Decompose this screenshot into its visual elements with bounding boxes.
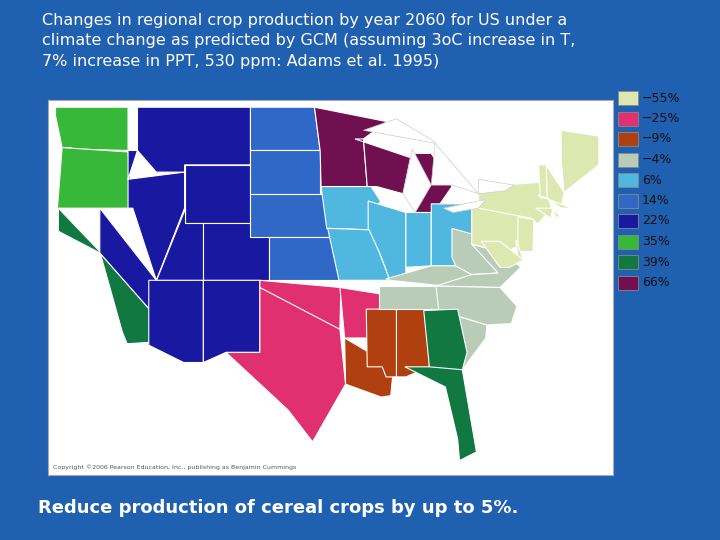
Polygon shape: [413, 153, 452, 213]
Polygon shape: [345, 338, 394, 397]
Text: 22%: 22%: [642, 214, 670, 227]
Polygon shape: [561, 130, 599, 192]
Polygon shape: [444, 199, 486, 213]
Polygon shape: [436, 286, 517, 325]
Polygon shape: [364, 119, 435, 143]
Polygon shape: [472, 204, 526, 253]
Polygon shape: [406, 213, 431, 267]
Text: −4%: −4%: [642, 153, 672, 166]
Polygon shape: [260, 280, 341, 329]
Polygon shape: [149, 280, 203, 362]
Polygon shape: [436, 244, 521, 287]
Polygon shape: [55, 107, 128, 151]
FancyBboxPatch shape: [48, 100, 613, 475]
Polygon shape: [516, 240, 523, 260]
Polygon shape: [386, 266, 472, 287]
FancyBboxPatch shape: [618, 173, 638, 187]
Polygon shape: [431, 143, 478, 194]
Text: Changes in regional crop production by year 2060 for US under a
climate change a: Changes in regional crop production by y…: [42, 13, 575, 69]
FancyBboxPatch shape: [618, 255, 638, 269]
Text: 14%: 14%: [642, 194, 670, 207]
Text: 66%: 66%: [642, 276, 670, 289]
FancyBboxPatch shape: [618, 132, 638, 146]
Polygon shape: [58, 208, 150, 344]
Polygon shape: [429, 309, 487, 370]
Polygon shape: [251, 107, 320, 151]
Polygon shape: [226, 287, 346, 442]
Polygon shape: [315, 107, 387, 186]
FancyBboxPatch shape: [618, 193, 638, 207]
Polygon shape: [184, 165, 251, 222]
Polygon shape: [536, 208, 553, 218]
Polygon shape: [478, 179, 514, 194]
Polygon shape: [368, 201, 406, 280]
Text: 39%: 39%: [642, 255, 670, 268]
Polygon shape: [355, 139, 410, 194]
Polygon shape: [251, 151, 320, 194]
Polygon shape: [269, 237, 339, 280]
Polygon shape: [203, 222, 269, 280]
Polygon shape: [251, 194, 333, 237]
Text: 35%: 35%: [642, 235, 670, 248]
Polygon shape: [546, 165, 564, 208]
Text: −9%: −9%: [642, 132, 672, 145]
Polygon shape: [366, 309, 400, 377]
Polygon shape: [481, 241, 523, 267]
Polygon shape: [431, 204, 472, 266]
Polygon shape: [203, 280, 260, 362]
Polygon shape: [405, 367, 477, 461]
Polygon shape: [156, 208, 203, 280]
Polygon shape: [553, 208, 559, 218]
FancyBboxPatch shape: [618, 214, 638, 228]
FancyBboxPatch shape: [618, 91, 638, 105]
Polygon shape: [340, 287, 385, 338]
Polygon shape: [478, 182, 552, 224]
FancyBboxPatch shape: [618, 152, 638, 166]
Polygon shape: [138, 107, 251, 172]
Polygon shape: [328, 228, 390, 280]
Text: −25%: −25%: [642, 112, 680, 125]
Polygon shape: [403, 149, 431, 213]
Polygon shape: [424, 309, 467, 370]
Polygon shape: [518, 217, 534, 252]
Polygon shape: [321, 186, 380, 230]
Polygon shape: [539, 165, 547, 198]
FancyBboxPatch shape: [618, 111, 638, 125]
Text: Copyright ©2006 Pearson Education, Inc., publishing as Benjamin Cummings: Copyright ©2006 Pearson Education, Inc.,…: [53, 464, 296, 470]
Text: 6%: 6%: [642, 173, 662, 186]
Polygon shape: [100, 208, 156, 310]
FancyBboxPatch shape: [618, 275, 638, 289]
Polygon shape: [452, 228, 498, 274]
FancyBboxPatch shape: [618, 234, 638, 248]
Text: Reduce production of cereal crops by up to 5%.: Reduce production of cereal crops by up …: [38, 499, 518, 517]
Text: −55%: −55%: [642, 91, 680, 105]
Polygon shape: [538, 195, 572, 208]
Polygon shape: [58, 147, 132, 208]
Polygon shape: [128, 151, 184, 280]
Polygon shape: [379, 286, 461, 309]
Polygon shape: [397, 309, 431, 377]
